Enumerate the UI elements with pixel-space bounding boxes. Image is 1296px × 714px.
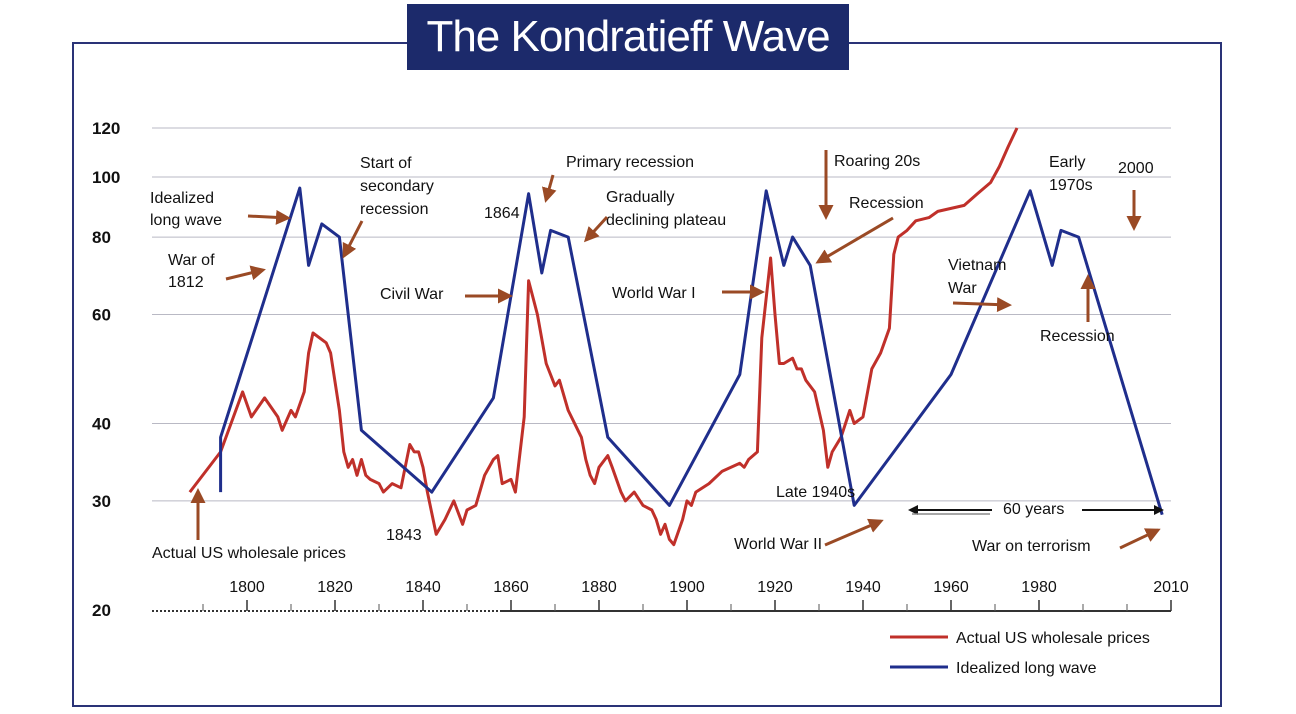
y-tick-label: 30	[92, 492, 111, 511]
annotation-label: Roaring 20s	[834, 153, 920, 170]
annotation-arrow	[1119, 528, 1161, 550]
annotation-label: Start of secondary recession	[360, 155, 434, 218]
annotation-label: World War II	[734, 536, 822, 553]
annotation-label: 1864	[484, 205, 520, 222]
y-tick-label: 120	[92, 119, 120, 138]
y-tick-label: 100	[92, 168, 120, 187]
annotation-arrow	[824, 518, 884, 547]
legend-label: Idealized long wave	[956, 660, 1097, 677]
annotation-label: Recession	[849, 195, 924, 212]
annotations-layer: Idealized long wave War of 1812 Start of seco…	[150, 150, 1164, 562]
x-tick-label: 1880	[581, 579, 617, 596]
x-tick-label: 1860	[493, 579, 529, 596]
annotation-label: Vietnam War	[948, 257, 1006, 297]
legend-label: Actual US wholesale prices	[956, 630, 1150, 647]
annotation-arrow	[225, 265, 266, 281]
annotation-label: World War I	[612, 285, 696, 302]
annotation-label: Early 1970s	[1049, 154, 1093, 194]
annotation-label: 2000	[1118, 160, 1154, 177]
annotation-label: Late 1940s	[776, 484, 855, 501]
y-tick-label: 80	[92, 228, 111, 247]
annotation-label: War on terrorism	[972, 538, 1091, 555]
y-tick-label: 60	[92, 305, 111, 324]
annotation-label: War of 1812	[168, 252, 215, 291]
chart-title: The Kondratieff Wave	[407, 4, 849, 70]
gridlines	[152, 127, 1171, 502]
x-tick-label: 1820	[317, 579, 353, 596]
y-tick-label: 20	[92, 601, 111, 620]
x-tick-label: 1940	[845, 579, 881, 596]
annotation-arrow	[952, 297, 1012, 313]
annotation-label: Gradually declining plateau	[606, 189, 726, 229]
annotation-label: Recession	[1040, 328, 1115, 345]
annotation-arrow	[342, 220, 364, 259]
x-tick-label: 1900	[669, 579, 705, 596]
x-tick-label: 1980	[1021, 579, 1057, 596]
annotation-arrow	[542, 174, 557, 203]
axes: 20 30 40 60 80 100 120 1800 1820 1840 1860 1880 1900…	[92, 119, 1189, 620]
annotation-label: Actual US wholesale prices	[152, 545, 346, 562]
annotation-arrow	[815, 216, 894, 264]
annotation-arrow	[247, 209, 291, 225]
annotation-label: Primary recession	[566, 154, 694, 171]
x-tick-label: 2010	[1153, 579, 1189, 596]
annotation-label: Civil War	[380, 286, 444, 303]
y-tick-label: 40	[92, 415, 111, 434]
annotation-arrow	[583, 215, 609, 243]
legend: Actual US wholesale prices Idealized long…	[890, 630, 1150, 677]
x-tick-label: 1840	[405, 579, 441, 596]
x-tick-label: 1920	[757, 579, 793, 596]
chart-title-text: The Kondratieff Wave	[426, 12, 830, 61]
annotation-label: Idealized long wave	[150, 190, 222, 229]
x-tick-label: 1800	[229, 579, 265, 596]
series-actual-prices-line	[188, 127, 1019, 547]
series-layer	[188, 127, 1164, 547]
series-idealized-wave-line	[219, 186, 1164, 516]
annotation-label: 60 years	[1003, 501, 1064, 518]
annotation-label: 1843	[386, 527, 422, 544]
x-tick-label: 1960	[933, 579, 969, 596]
